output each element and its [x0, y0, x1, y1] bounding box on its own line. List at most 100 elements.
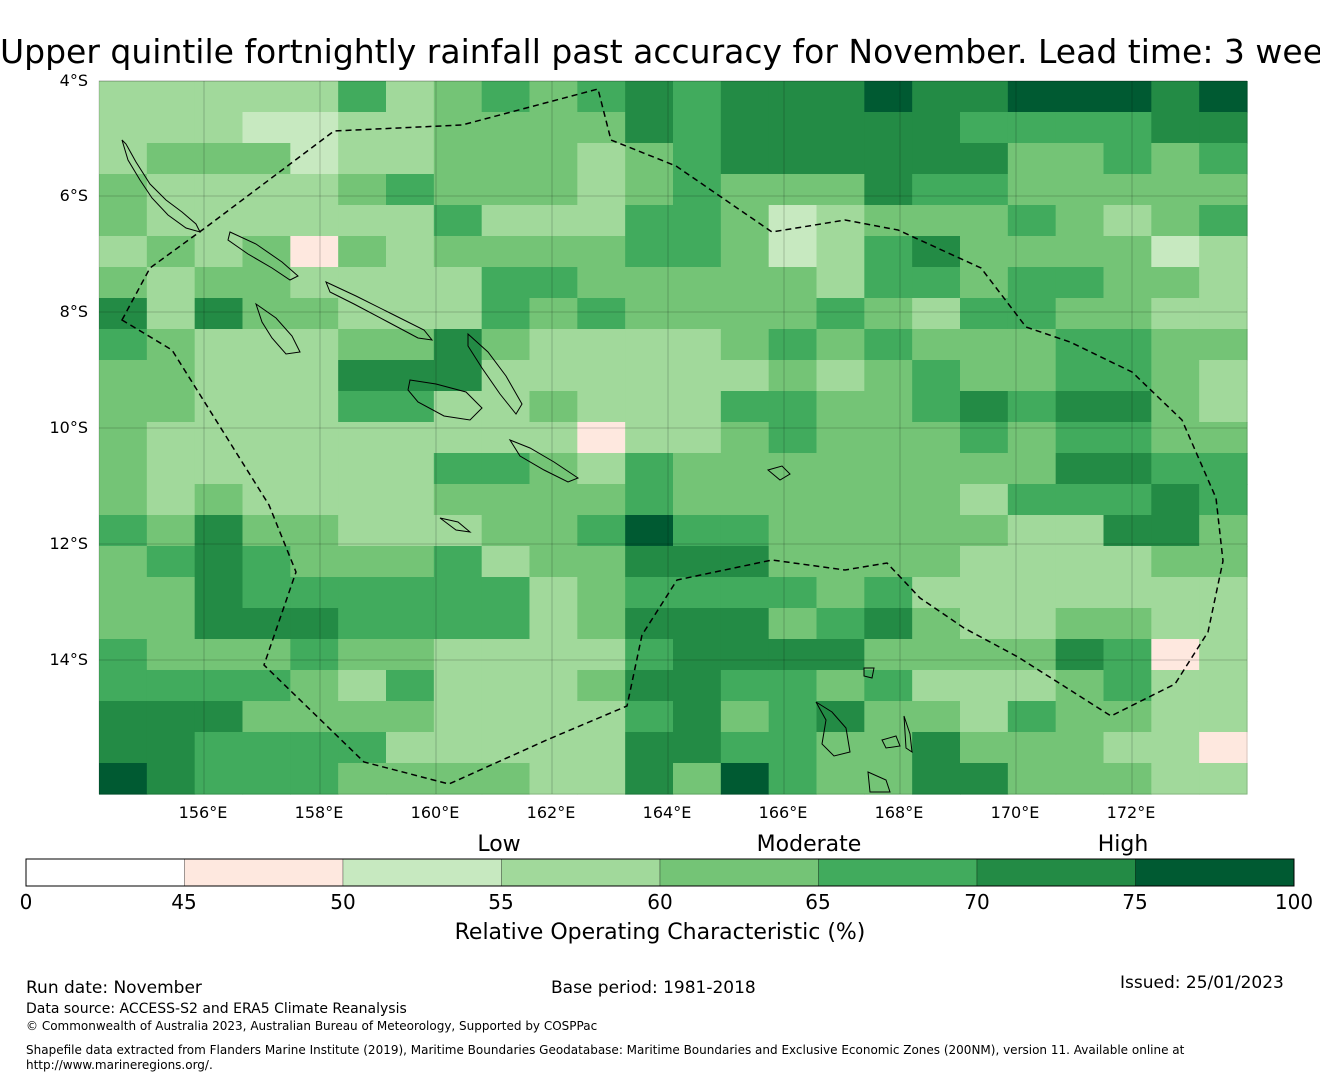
grid-cell — [960, 298, 1009, 330]
grid-cell — [1103, 515, 1152, 547]
grid-cell — [1007, 236, 1057, 268]
lat-label-6s: 6°S — [59, 186, 88, 205]
grid-cell — [242, 546, 291, 578]
grid-cell — [1151, 112, 1200, 144]
grid-cell — [386, 670, 435, 702]
grid-cell — [625, 732, 674, 764]
grid-cell — [673, 515, 722, 547]
pentecost-island — [903, 715, 913, 754]
lat-label-14s: 14°S — [49, 650, 88, 669]
grid-cell — [768, 267, 818, 299]
grid-cell — [1103, 546, 1152, 578]
grid-cell — [816, 422, 865, 454]
grid-cell — [99, 360, 148, 392]
grid-cell — [864, 639, 913, 671]
grid-cell — [1055, 546, 1105, 578]
grid-cell — [912, 267, 961, 299]
grid-cell — [673, 298, 722, 330]
grid-cell — [433, 608, 483, 640]
grid-cell — [194, 608, 244, 640]
grid-cell — [625, 205, 674, 237]
grid-cell — [146, 732, 196, 764]
grid-cell — [481, 701, 531, 733]
grid-cell — [242, 391, 291, 423]
grid-cell — [1007, 81, 1057, 113]
grid-cell — [290, 360, 339, 392]
grid-cell — [529, 453, 578, 485]
grid-cell — [577, 763, 626, 795]
grid-cell — [242, 112, 291, 144]
map-frame — [98, 80, 1248, 795]
grid-cell — [768, 670, 818, 702]
grid-cell — [673, 732, 722, 764]
grid-cell — [1151, 205, 1200, 237]
colorbar-tick-55: 55 — [488, 890, 514, 914]
grid-cell — [768, 112, 818, 144]
grid-cell — [864, 453, 913, 485]
grid-cell — [1055, 391, 1105, 423]
grid-cell — [1199, 81, 1248, 113]
grid-cell — [386, 236, 435, 268]
grid-cell — [673, 174, 722, 206]
grid-cell — [1103, 763, 1152, 795]
grid-cell — [386, 577, 435, 609]
grid-cell — [338, 329, 387, 361]
grid-cell — [960, 205, 1009, 237]
grid-cell — [1103, 577, 1152, 609]
grid-cell — [433, 763, 483, 795]
grid-cell — [290, 112, 339, 144]
grid-cell — [720, 515, 770, 547]
grid-cell — [1199, 577, 1248, 609]
grid-cell — [481, 484, 531, 516]
grid-cell — [194, 515, 244, 547]
grid-cell — [1199, 701, 1248, 733]
grid-cell — [386, 143, 435, 175]
grid-cell — [1007, 329, 1057, 361]
grid-cell — [1103, 670, 1152, 702]
grid-cell — [290, 205, 339, 237]
grid-cell — [960, 515, 1009, 547]
grid-cell — [433, 732, 483, 764]
grid-cell — [673, 577, 722, 609]
lon-label-168e: 168°E — [874, 803, 924, 822]
grid-cell — [1103, 112, 1152, 144]
grid-cell — [481, 205, 531, 237]
grid-cell — [1103, 81, 1152, 113]
grid-cell — [529, 639, 578, 671]
grid-cell — [433, 174, 483, 206]
grid-cell — [625, 391, 674, 423]
colorbar-segment — [1135, 858, 1295, 887]
grid-cell — [1055, 236, 1105, 268]
grid-cell — [768, 732, 818, 764]
grid-cell — [99, 763, 148, 795]
grid-cell — [768, 577, 818, 609]
colorbar-frame — [25, 858, 1295, 887]
grid-cell — [1151, 670, 1200, 702]
colorbar-segment — [25, 858, 185, 887]
shapefile-credit: Shapefile data extracted from Flanders M… — [26, 1043, 1185, 1057]
grid-cell — [577, 484, 626, 516]
grid-cell — [338, 174, 387, 206]
grid-cell — [1151, 608, 1200, 640]
grid-cell — [1199, 112, 1248, 144]
graticule — [99, 80, 1247, 794]
grid-cell — [529, 267, 578, 299]
grid-cell — [625, 484, 674, 516]
grid-cell — [1103, 174, 1152, 206]
grid-cell — [1007, 608, 1057, 640]
grid-cell — [673, 453, 722, 485]
grid-cell — [673, 546, 722, 578]
grid-cell — [625, 174, 674, 206]
colorbar-segment — [342, 858, 502, 887]
grid-cell — [242, 484, 291, 516]
grid-cell — [1199, 267, 1248, 299]
issued-date: Issued: 25/01/2023 — [1120, 973, 1284, 993]
grid-cell — [481, 453, 531, 485]
grid-cell — [481, 174, 531, 206]
grid-cell — [816, 391, 865, 423]
lon-label-166e: 166°E — [758, 803, 808, 822]
grid-cell — [864, 81, 913, 113]
grid-cell — [433, 546, 483, 578]
grid-cell — [960, 639, 1009, 671]
grid-cell — [338, 670, 387, 702]
